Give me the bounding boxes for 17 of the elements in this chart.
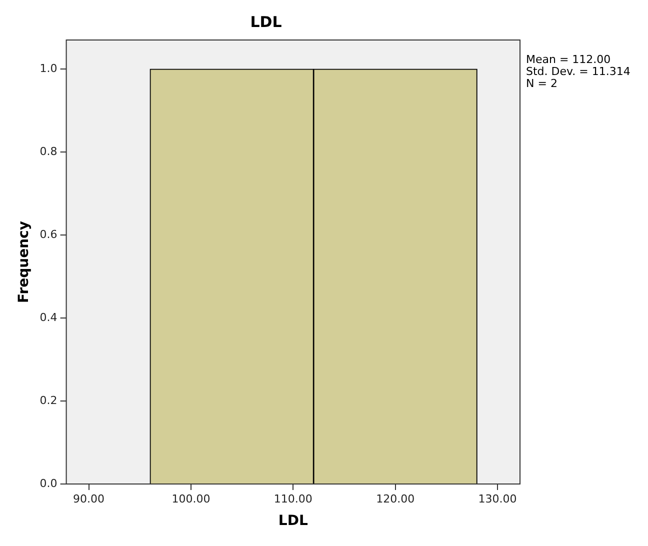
x-tick-label: 120.00 xyxy=(376,492,415,506)
y-tick-label: 0.4 xyxy=(40,310,58,324)
y-tick-label: 0.8 xyxy=(40,144,58,158)
text: Mean = 112.00 xyxy=(526,53,612,66)
x-tick-label: 110.00 xyxy=(274,492,312,506)
x-tick-label: 130.00 xyxy=(478,492,517,506)
y-tick-label: 0.2 xyxy=(40,394,58,407)
y-tick-label: 0.6 xyxy=(40,228,58,241)
x-tick-label: 90.00 xyxy=(73,492,105,506)
x-tick-label: 100.00 xyxy=(172,492,210,506)
y-axis-title: Frequency xyxy=(16,221,32,303)
x-axis-title: LDL xyxy=(278,513,308,530)
y-tick-label: 1.0 xyxy=(40,62,58,75)
y-tick-label: 0.0 xyxy=(40,476,58,490)
text: Std. Dev. = 11.314 xyxy=(526,65,630,78)
text: N = 2 xyxy=(526,77,558,90)
chart-title: LDL xyxy=(250,12,282,31)
